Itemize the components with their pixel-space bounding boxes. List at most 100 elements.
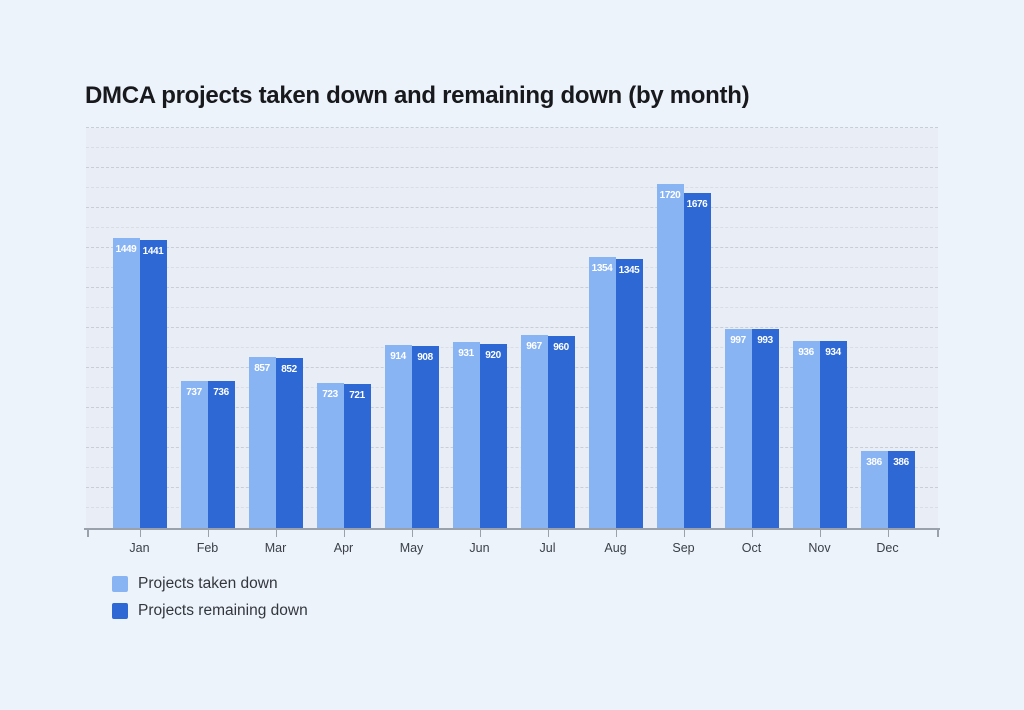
gridline-1000: [86, 327, 938, 328]
bar-value-label: 1676: [686, 198, 708, 210]
bar-oct-remaining-down[interactable]: 993: [751, 329, 779, 528]
chart-title: DMCA projects taken down and remaining d…: [85, 82, 750, 109]
bar-mar-taken-down[interactable]: 857: [248, 356, 276, 528]
legend-label-taken-down: Projects taken down: [138, 574, 278, 592]
bar-value-label: 967: [526, 340, 542, 352]
bar-value-label: 852: [281, 363, 297, 375]
bar-jan-taken-down[interactable]: 1449: [112, 238, 140, 528]
x-tick: [343, 528, 345, 537]
bar-nov-remaining-down[interactable]: 934: [819, 341, 847, 528]
x-label-jul: Jul: [539, 541, 556, 555]
bar-value-label: 1354: [591, 263, 613, 275]
gridline-1100: [86, 307, 938, 308]
bar-value-label: 997: [730, 334, 746, 346]
gridline-1300: [86, 267, 938, 268]
bar-sep-taken-down[interactable]: 1720: [656, 184, 684, 528]
x-tick: [887, 528, 889, 537]
x-label-apr: Apr: [333, 541, 354, 555]
x-tick: [547, 528, 549, 537]
x-label-mar: Mar: [264, 541, 287, 555]
bar-jun-taken-down[interactable]: 931: [452, 341, 480, 528]
bar-apr-taken-down[interactable]: 723: [316, 383, 344, 528]
gridline-1800: [86, 167, 938, 168]
x-tick-end: [87, 528, 89, 537]
bar-dec-remaining-down[interactable]: 386: [887, 450, 915, 528]
x-tick: [683, 528, 685, 537]
legend: Projects taken down Projects remaining d…: [112, 573, 308, 627]
bar-value-label: 920: [485, 350, 501, 361]
x-axis-line: [84, 528, 940, 530]
gridline-500: [86, 427, 938, 428]
legend-item-remaining-down[interactable]: Projects remaining down: [112, 600, 308, 621]
x-label-may: May: [399, 541, 424, 555]
x-label-dec: Dec: [876, 541, 899, 555]
gridline-1400: [86, 247, 938, 248]
x-tick: [411, 528, 413, 537]
bar-nov-taken-down[interactable]: 936: [792, 340, 820, 528]
x-tick: [479, 528, 481, 537]
gridline-1900: [86, 147, 938, 148]
bar-value-label: 1720: [659, 190, 681, 201]
bar-value-label: 386: [866, 456, 882, 468]
gridline-2000: [86, 127, 938, 128]
legend-item-taken-down[interactable]: Projects taken down: [112, 573, 308, 594]
bar-value-label: 1345: [618, 265, 640, 276]
bar-jan-remaining-down[interactable]: 1441: [139, 239, 167, 528]
bar-value-label: 723: [322, 389, 338, 401]
gridline-900: [86, 347, 938, 348]
x-label-oct: Oct: [741, 541, 762, 555]
x-tick: [751, 528, 753, 537]
gridline-1500: [86, 227, 938, 228]
gridline-1200: [86, 287, 938, 288]
x-tick: [819, 528, 821, 537]
bar-aug-remaining-down[interactable]: 1345: [615, 259, 643, 528]
x-tick-end: [937, 528, 939, 537]
gridline-600: [86, 407, 938, 408]
x-label-jan: Jan: [129, 541, 150, 555]
bar-sep-remaining-down[interactable]: 1676: [683, 192, 711, 528]
legend-swatch-taken-down: [112, 575, 128, 592]
bar-feb-taken-down[interactable]: 737: [180, 380, 208, 528]
x-label-jun: Jun: [469, 541, 490, 555]
bar-dec-taken-down[interactable]: 386: [860, 450, 888, 528]
bar-jul-remaining-down[interactable]: 960: [547, 336, 575, 528]
bar-value-label: 993: [757, 335, 773, 347]
bar-apr-remaining-down[interactable]: 721: [343, 383, 371, 528]
x-label-aug: Aug: [604, 541, 627, 555]
x-tick: [207, 528, 209, 537]
bar-mar-remaining-down[interactable]: 852: [275, 357, 303, 528]
bar-value-label: 908: [417, 352, 433, 364]
bar-value-label: 737: [186, 386, 202, 398]
legend-swatch-remaining-down: [112, 602, 128, 619]
bar-value-label: 934: [825, 347, 841, 359]
gridline-800: [86, 367, 938, 368]
bar-value-label: 931: [458, 347, 474, 359]
bar-aug-taken-down[interactable]: 1354: [588, 257, 616, 528]
gridline-100: [86, 507, 938, 508]
bar-oct-taken-down[interactable]: 997: [724, 328, 752, 528]
bar-may-taken-down[interactable]: 914: [384, 345, 412, 528]
gridline-300: [86, 467, 938, 468]
bar-feb-remaining-down[interactable]: 736: [207, 380, 235, 528]
bar-jun-remaining-down[interactable]: 920: [479, 344, 507, 528]
x-tick: [139, 528, 141, 537]
bar-value-label: 960: [553, 342, 569, 353]
bar-value-label: 857: [254, 362, 270, 374]
bar-value-label: 936: [798, 346, 814, 358]
x-label-sep: Sep: [672, 541, 695, 555]
x-label-feb: Feb: [196, 541, 219, 555]
legend-label-remaining-down: Projects remaining down: [138, 601, 308, 619]
gridline-1600: [86, 207, 938, 208]
bar-jul-taken-down[interactable]: 967: [520, 334, 548, 528]
gridline-400: [86, 447, 938, 448]
gridline-1700: [86, 187, 938, 188]
gridline-700: [86, 387, 938, 388]
bar-value-label: 1449: [115, 244, 137, 256]
x-tick: [615, 528, 617, 537]
x-label-nov: Nov: [808, 541, 831, 555]
bar-value-label: 386: [893, 456, 909, 468]
gridline-200: [86, 487, 938, 488]
x-tick: [275, 528, 277, 537]
bar-may-remaining-down[interactable]: 908: [411, 346, 439, 528]
